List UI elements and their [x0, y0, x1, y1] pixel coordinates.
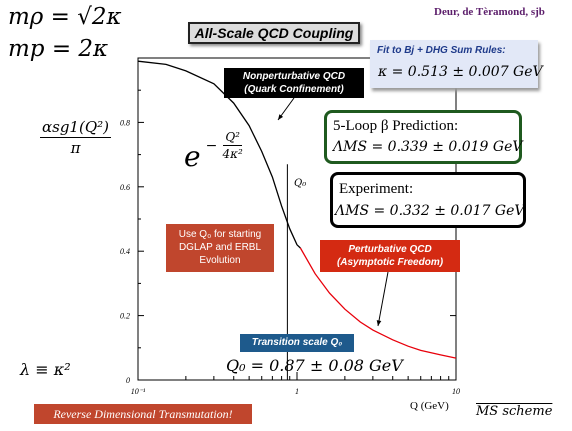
- y-tick-label: 0.2: [120, 312, 130, 321]
- y-tick-label: 0.6: [120, 183, 130, 192]
- x-tick-label: 10: [452, 387, 460, 396]
- dglap-note-line1: Use Q₀ for starting: [178, 229, 262, 240]
- nonperturbative-arrow-head: [278, 114, 284, 120]
- gaussian-base: e: [184, 140, 201, 173]
- y-axis-label-denominator: π: [70, 139, 81, 157]
- x-tick-label: 1: [295, 387, 299, 396]
- fit-box-title: Fit to Bj + DHG Sum Rules:: [377, 45, 506, 56]
- nonperturbative-label-line2: (Quark Confinement): [244, 84, 344, 95]
- dglap-note-line3: Evolution: [199, 255, 241, 266]
- nonperturbative-label-line1: Nonperturbative QCD: [242, 71, 346, 82]
- authors-label: Deur, de Tèramond, sjb: [434, 6, 545, 18]
- q0-value: Q₀ = 0.87 ± 0.08 GeV: [226, 356, 403, 375]
- loop-prediction-value: ΛMS = 0.339 ± 0.019 GeV: [333, 139, 523, 155]
- perturbative-arrow-head: [376, 320, 382, 326]
- scheme-label: MS scheme: [476, 404, 553, 419]
- gaussian-exponent-numerator: Q²: [223, 130, 242, 146]
- transition-scale-label: Transition scale Q₀: [240, 334, 354, 352]
- x-axis-label: Q (GeV): [410, 400, 449, 412]
- experiment-value: ΛMS = 0.332 ± 0.017 GeV: [335, 203, 525, 219]
- q0-marker-label: Q₀: [294, 178, 307, 189]
- m-rho-formula: mρ = √2κ: [8, 4, 122, 30]
- lambda-relation: λ ≡ κ²: [20, 360, 71, 379]
- loop-prediction-box: 5-Loop β Prediction: ΛMS = 0.339 ± 0.019…: [324, 110, 523, 164]
- y-tick-label: 0: [126, 376, 130, 385]
- m-p-formula: mp = 2κ: [8, 36, 109, 62]
- y-axis-label: αsg1(Q²) π: [40, 118, 111, 157]
- perturbative-label: Perturbative QCD (Asymptotic Freedom): [320, 240, 460, 272]
- gaussian-exponent-denominator: 4κ²: [222, 147, 243, 161]
- perturbative-arrow: [377, 271, 389, 327]
- curve-perturbative: [299, 247, 457, 359]
- loop-prediction-title: 5-Loop β Prediction:: [333, 118, 459, 134]
- reverse-transmutation-banner: Reverse Dimensional Transmutation!: [34, 404, 252, 424]
- y-tick-label: 0.4: [120, 247, 130, 256]
- fit-box: Fit to Bj + DHG Sum Rules: κ = 0.513 ± 0…: [370, 40, 543, 88]
- experiment-box: Experiment: ΛMS = 0.332 ± 0.017 GeV: [330, 172, 526, 228]
- dglap-note-line2: DGLAP and ERBL: [178, 242, 262, 253]
- fit-box-value: κ = 0.513 ± 0.007 GeV: [378, 64, 543, 80]
- dglap-note: Use Q₀ for starting DGLAP and ERBL Evolu…: [166, 224, 274, 272]
- y-axis-label-numerator: αsg1(Q²): [40, 118, 111, 138]
- y-tick-label: 0.8: [120, 118, 130, 127]
- chart-title: All-Scale QCD Coupling: [188, 22, 360, 44]
- curve-nonperturbative: [137, 60, 301, 249]
- x-tick-label: 10⁻¹: [131, 387, 146, 396]
- gaussian-formula: e − Q² 4κ²: [184, 130, 243, 173]
- perturbative-label-line1: Perturbative QCD: [348, 244, 432, 255]
- perturbative-label-line2: (Asymptotic Freedom): [336, 257, 444, 268]
- experiment-title: Experiment:: [339, 181, 414, 197]
- nonperturbative-label: Nonperturbative QCD (Quark Confinement): [224, 68, 364, 98]
